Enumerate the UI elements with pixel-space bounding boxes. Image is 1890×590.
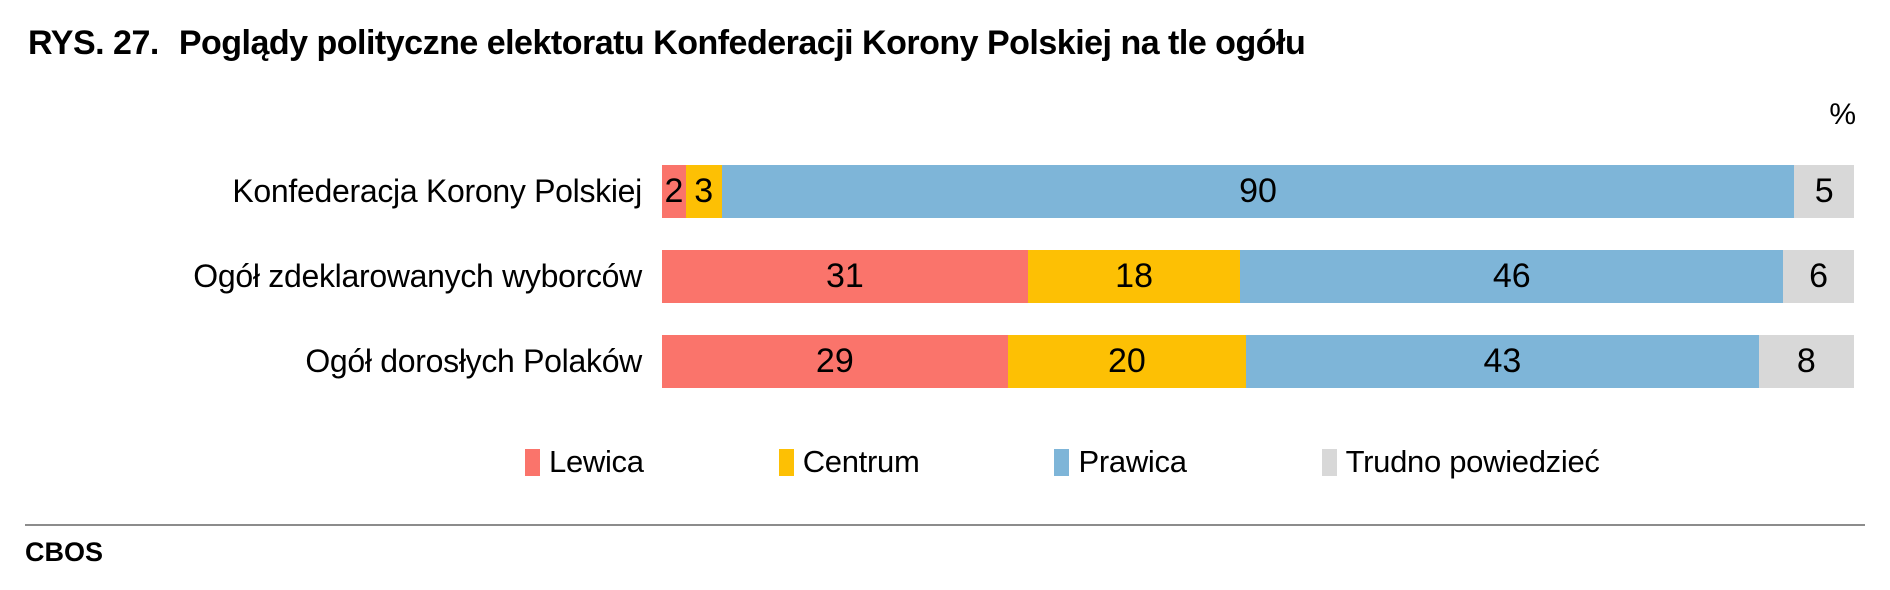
stacked-bar-chart: Konfederacja Korony Polskiej 2 3 90 5 Ogół zd… [0, 165, 1855, 420]
chart-title-text: Poglądy polityczne elektoratu Konfederac… [178, 24, 1306, 62]
chart-legend: Lewica Centrum Prawica Trudno powiedzieć [525, 444, 1600, 480]
legend-item-centrum: Centrum [778, 444, 920, 480]
row-label: Ogół dorosłych Polaków [305, 343, 642, 379]
bar-segment-centrum: 3 [685, 165, 722, 218]
legend-swatch-icon [1054, 448, 1070, 476]
bar-segment-centrum: 20 [1007, 335, 1247, 388]
legend-swatch-icon [1321, 448, 1337, 476]
legend-item-lewica: Lewica [525, 444, 644, 480]
bar-segment-trudno-powiedzie-: 6 [1783, 250, 1854, 303]
bar-segment-lewica: 29 [662, 335, 1008, 388]
legend-label: Trudno powiedzieć [1345, 444, 1600, 479]
cbos-logo-text: CBOS [25, 537, 104, 567]
legend-swatch-icon [525, 448, 540, 476]
bar-segment-centrum: 18 [1027, 250, 1241, 303]
bar-segment-lewica: 2 [662, 165, 686, 218]
legend-item-trudno-powiedzie-: Trudno powiedzieć [1321, 444, 1600, 480]
chart-title-prefix: RYS. 27. [28, 24, 159, 62]
unit-label: % [1829, 98, 1856, 131]
stacked-bar: 2 3 90 5 [662, 165, 1854, 218]
bar-segment-prawica: 90 [721, 165, 1795, 218]
chart-row: Ogół dorosłych Polaków 29 20 43 8 [0, 335, 1855, 388]
stacked-bar: 31 18 46 6 [662, 250, 1854, 303]
bar-segment-trudno-powiedzie-: 5 [1794, 165, 1854, 218]
bar-segment-trudno-powiedzie-: 8 [1758, 335, 1855, 388]
bar-segment-prawica: 43 [1246, 335, 1759, 388]
chart-row: Konfederacja Korony Polskiej 2 3 90 5 [0, 165, 1854, 218]
legend-item-prawica: Prawica [1054, 444, 1187, 480]
stacked-bar: 29 20 43 8 [662, 335, 1855, 388]
legend-label: Centrum [802, 444, 920, 479]
bar-segment-lewica: 31 [662, 250, 1028, 303]
chart-row: Ogół zdeklarowanych wyborców 31 18 46 6 [0, 250, 1854, 303]
footer-divider-line [25, 524, 1865, 526]
legend-label: Lewica [549, 444, 644, 479]
bar-segment-prawica: 46 [1240, 250, 1784, 303]
row-label: Ogół zdeklarowanych wyborców [193, 258, 642, 294]
legend-label: Prawica [1078, 444, 1187, 479]
chart-title: RYS. 27. Poglądy polityczne elektoratu Ko… [28, 24, 1306, 63]
row-label: Konfederacja Korony Polskiej [232, 173, 642, 209]
legend-swatch-icon [778, 448, 794, 476]
